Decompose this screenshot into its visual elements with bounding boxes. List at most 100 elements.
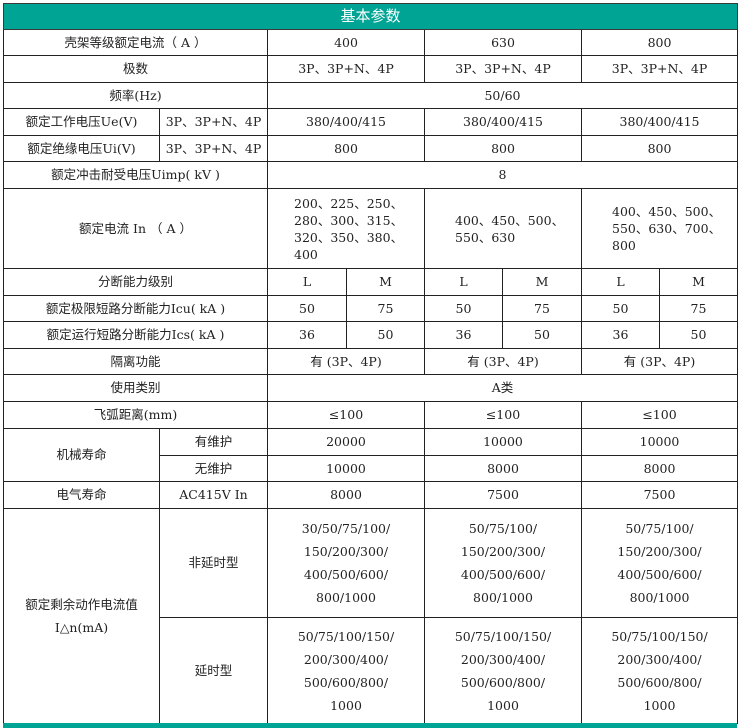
cell: 400 — [267, 29, 425, 56]
cell: 50/75/100/150/ 200/300/400/ 500/600/800/… — [580, 617, 739, 724]
row-label: 隔离功能 — [3, 348, 268, 375]
cell: L — [581, 268, 660, 296]
cell: 10000 — [424, 428, 582, 456]
cell: L — [424, 268, 503, 296]
cell: ≤100 — [580, 401, 739, 429]
basic-params-table: 基本参数 壳架等级额定电流（ A ） 400 630 800 极数 3P、3P+… — [2, 3, 739, 724]
table-row: 电气寿命 AC415V In 8000 7500 7500 — [3, 481, 739, 509]
cell: M — [346, 268, 425, 296]
row-label: 壳架等级额定电流（ A ） — [3, 29, 268, 56]
row-label: 分断能力级别 — [3, 268, 268, 296]
sub-label: AC415V In — [159, 481, 268, 509]
cell: 8 — [266, 161, 739, 189]
cell: 50/60 — [266, 82, 739, 109]
row-label: 额定极限短路分断能力Icu( kA ) — [3, 295, 268, 322]
row-label: 使用类别 — [3, 374, 268, 402]
cell: 7500 — [580, 481, 739, 509]
cell: M — [658, 268, 739, 296]
cell: 3P、3P+N、4P — [159, 135, 268, 162]
cell: 36 — [581, 321, 660, 349]
row-label: 机械寿命 — [3, 428, 160, 482]
cell: 800 — [424, 135, 582, 162]
table-row: 频率(Hz) 50/60 — [3, 82, 739, 109]
cell: A类 — [266, 374, 739, 402]
cell: 有 (3P、4P) — [424, 348, 582, 375]
cell: 有 (3P、4P) — [267, 348, 425, 375]
cell: 7500 — [424, 481, 582, 509]
row-label: 飞弧距离(mm) — [3, 401, 268, 429]
cell: 3P、3P+N、4P — [424, 55, 582, 83]
row-label: 额定绝缘电压Ui(V) — [3, 135, 160, 162]
cell: 10000 — [580, 428, 739, 456]
cell: 3P、3P+N、4P — [267, 55, 425, 83]
cell: 630 — [424, 29, 582, 56]
cell: 36 — [424, 321, 503, 349]
cell: 200、225、250、280、300、315、320、350、380、400 — [267, 188, 425, 269]
table-row: 额定电流 In （ A ） 200、225、250、280、300、315、32… — [3, 188, 739, 269]
cell: 380/400/415 — [424, 108, 582, 136]
sub-label: 延时型 — [159, 617, 268, 724]
cell: 800 — [580, 135, 739, 162]
row-label: 额定电流 In （ A ） — [3, 188, 268, 269]
sub-label: 非延时型 — [159, 508, 268, 618]
cell: 75 — [658, 295, 739, 322]
cell: 8000 — [580, 455, 739, 482]
cell: 3P、3P+N、4P — [159, 108, 268, 136]
table-row: 额定工作电压Ue(V) 3P、3P+N、4P 380/400/415 380/4… — [3, 108, 739, 136]
row-label: 额定冲击耐受电压Uimp( kV ) — [3, 161, 268, 189]
table-row: 额定极限短路分断能力Icu( kA ) 50 75 50 75 50 75 — [3, 295, 739, 322]
cell: 8000 — [267, 481, 425, 509]
table-row: 额定运行短路分断能力Ics( kA ) 36 50 36 50 36 50 — [3, 321, 739, 349]
row-label: 额定剩余动作电流值 I△n(mA) — [3, 508, 160, 724]
cell: 75 — [346, 295, 425, 322]
cell: 400、450、500、550、630、700、800 — [580, 188, 739, 269]
table-row: 壳架等级额定电流（ A ） 400 630 800 — [3, 29, 739, 56]
table-row: 极数 3P、3P+N、4P 3P、3P+N、4P 3P、3P+N、4P — [3, 55, 739, 83]
cell: 3P、3P+N、4P — [580, 55, 739, 83]
cell: 有 (3P、4P) — [580, 348, 739, 375]
cell: 380/400/415 — [267, 108, 425, 136]
cell: 75 — [502, 295, 582, 322]
table-row: 分断能力级别 L M L M L M — [3, 268, 739, 296]
cell: 20000 — [267, 428, 425, 456]
cell: 800 — [580, 29, 739, 56]
cell: 50 — [267, 295, 347, 322]
residual-label: 额定剩余动作电流值 — [25, 597, 138, 612]
sub-label: 无维护 — [159, 455, 268, 482]
table-row: 无维护 10000 8000 8000 — [4, 455, 739, 482]
cell: 30/50/75/100/ 150/200/300/ 400/500/600/ … — [267, 508, 425, 618]
table-row: 延时型 50/75/100/150/ 200/300/400/ 500/600/… — [4, 617, 739, 724]
cell: 8000 — [424, 455, 582, 482]
cell: M — [502, 268, 582, 296]
table-row: 隔离功能 有 (3P、4P) 有 (3P、4P) 有 (3P、4P) — [3, 348, 739, 375]
table-row: 飞弧距离(mm) ≤100 ≤100 ≤100 — [3, 401, 739, 429]
cell: ≤100 — [267, 401, 425, 429]
table-title: 基本参数 — [2, 3, 739, 30]
footer-bar — [3, 723, 737, 728]
row-label: 电气寿命 — [3, 481, 160, 509]
cell: 50/75/100/ 150/200/300/ 400/500/600/ 800… — [424, 508, 582, 618]
cell: 50 — [658, 321, 739, 349]
cell: 50 — [502, 321, 582, 349]
cell: 400、450、500、550、630 — [424, 188, 582, 269]
cell: 50 — [424, 295, 503, 322]
table-row: 额定剩余动作电流值 I△n(mA) 非延时型 30/50/75/100/ 150… — [3, 508, 739, 724]
cell: L — [267, 268, 347, 296]
row-label: 额定运行短路分断能力Ics( kA ) — [3, 321, 268, 349]
cell: 36 — [267, 321, 347, 349]
table-row: 使用类别 A类 — [3, 374, 739, 402]
table-row: 额定绝缘电压Ui(V) 3P、3P+N、4P 800 800 800 — [3, 135, 739, 162]
cell: 50/75/100/150/ 200/300/400/ 500/600/800/… — [267, 617, 425, 724]
table-row: 机械寿命 有维护 20000 10000 10000 — [3, 428, 739, 482]
cell: 50/75/100/ 150/200/300/ 400/500/600/ 800… — [580, 508, 739, 618]
cell: 50 — [346, 321, 425, 349]
cell: 50/75/100/150/ 200/300/400/ 500/600/800/… — [424, 617, 582, 724]
cell: 50 — [581, 295, 660, 322]
sub-label: 有维护 — [159, 428, 268, 456]
cell: 800 — [267, 135, 425, 162]
cell: ≤100 — [424, 401, 582, 429]
table-row: 额定冲击耐受电压Uimp( kV ) 8 — [3, 161, 739, 189]
row-label: 额定工作电压Ue(V) — [3, 108, 160, 136]
cell: 380/400/415 — [580, 108, 739, 136]
row-label: 频率(Hz) — [3, 82, 268, 109]
